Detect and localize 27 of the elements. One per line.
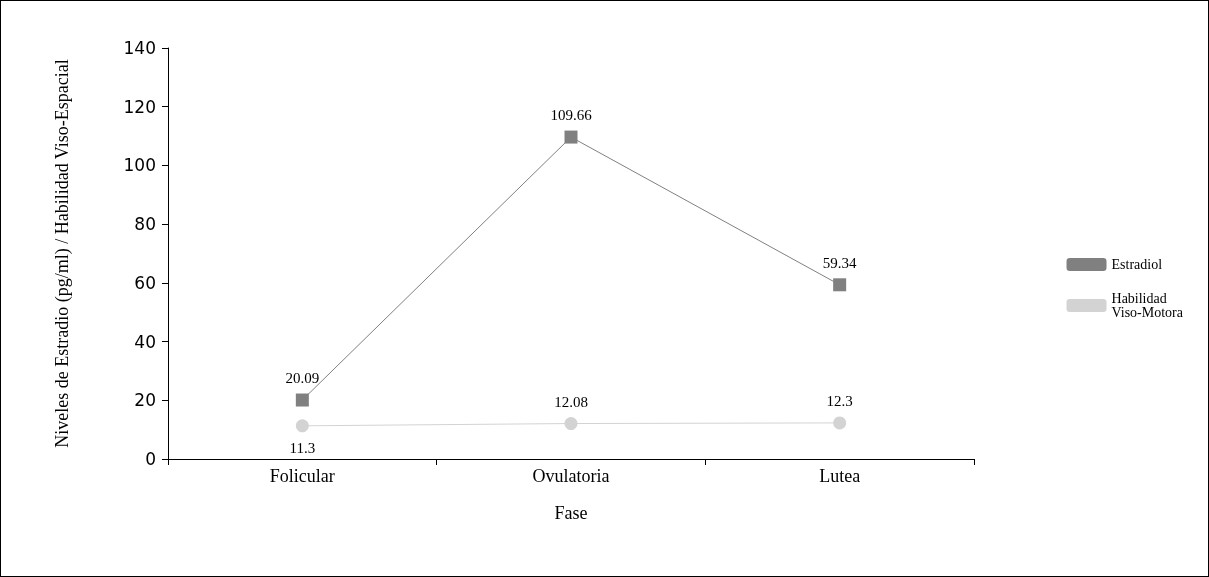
y-tick-label: 20 <box>134 390 156 411</box>
data-label: 20.09 <box>285 370 320 387</box>
y-tick-label: 100 <box>123 155 156 176</box>
point <box>833 278 847 292</box>
point <box>564 130 578 144</box>
data-label: 109.66 <box>550 107 593 124</box>
data-label: 12.3 <box>826 392 853 409</box>
point <box>833 416 847 430</box>
point <box>295 393 309 407</box>
x-axis-title: Fase <box>554 503 588 523</box>
data-label: 12.08 <box>554 393 588 410</box>
y-tick-label: 80 <box>134 214 156 235</box>
y-tick-label: 120 <box>123 96 156 117</box>
y-tick-label: 140 <box>123 38 156 58</box>
x-tick-label: Ovulatoria <box>532 466 610 486</box>
data-label: 59.34 <box>822 254 858 271</box>
y-tick-label: 40 <box>134 331 156 352</box>
x-tick-label: Folicular <box>269 466 335 486</box>
legend-label: Habilidad Viso-Motora <box>1111 291 1184 320</box>
point <box>564 417 578 431</box>
x-tick-label: Lutea <box>819 466 861 486</box>
point <box>295 419 309 433</box>
y-tick-label: 0 <box>145 449 156 469</box>
y-tick-label: 60 <box>134 272 156 293</box>
legend-label: Estradiol <box>1111 257 1163 272</box>
data-label: 11.3 <box>289 439 316 456</box>
y-axis-title: Niveles de Estradio (pg/ml) / Habilidad Viso-Espacial <box>52 59 73 448</box>
